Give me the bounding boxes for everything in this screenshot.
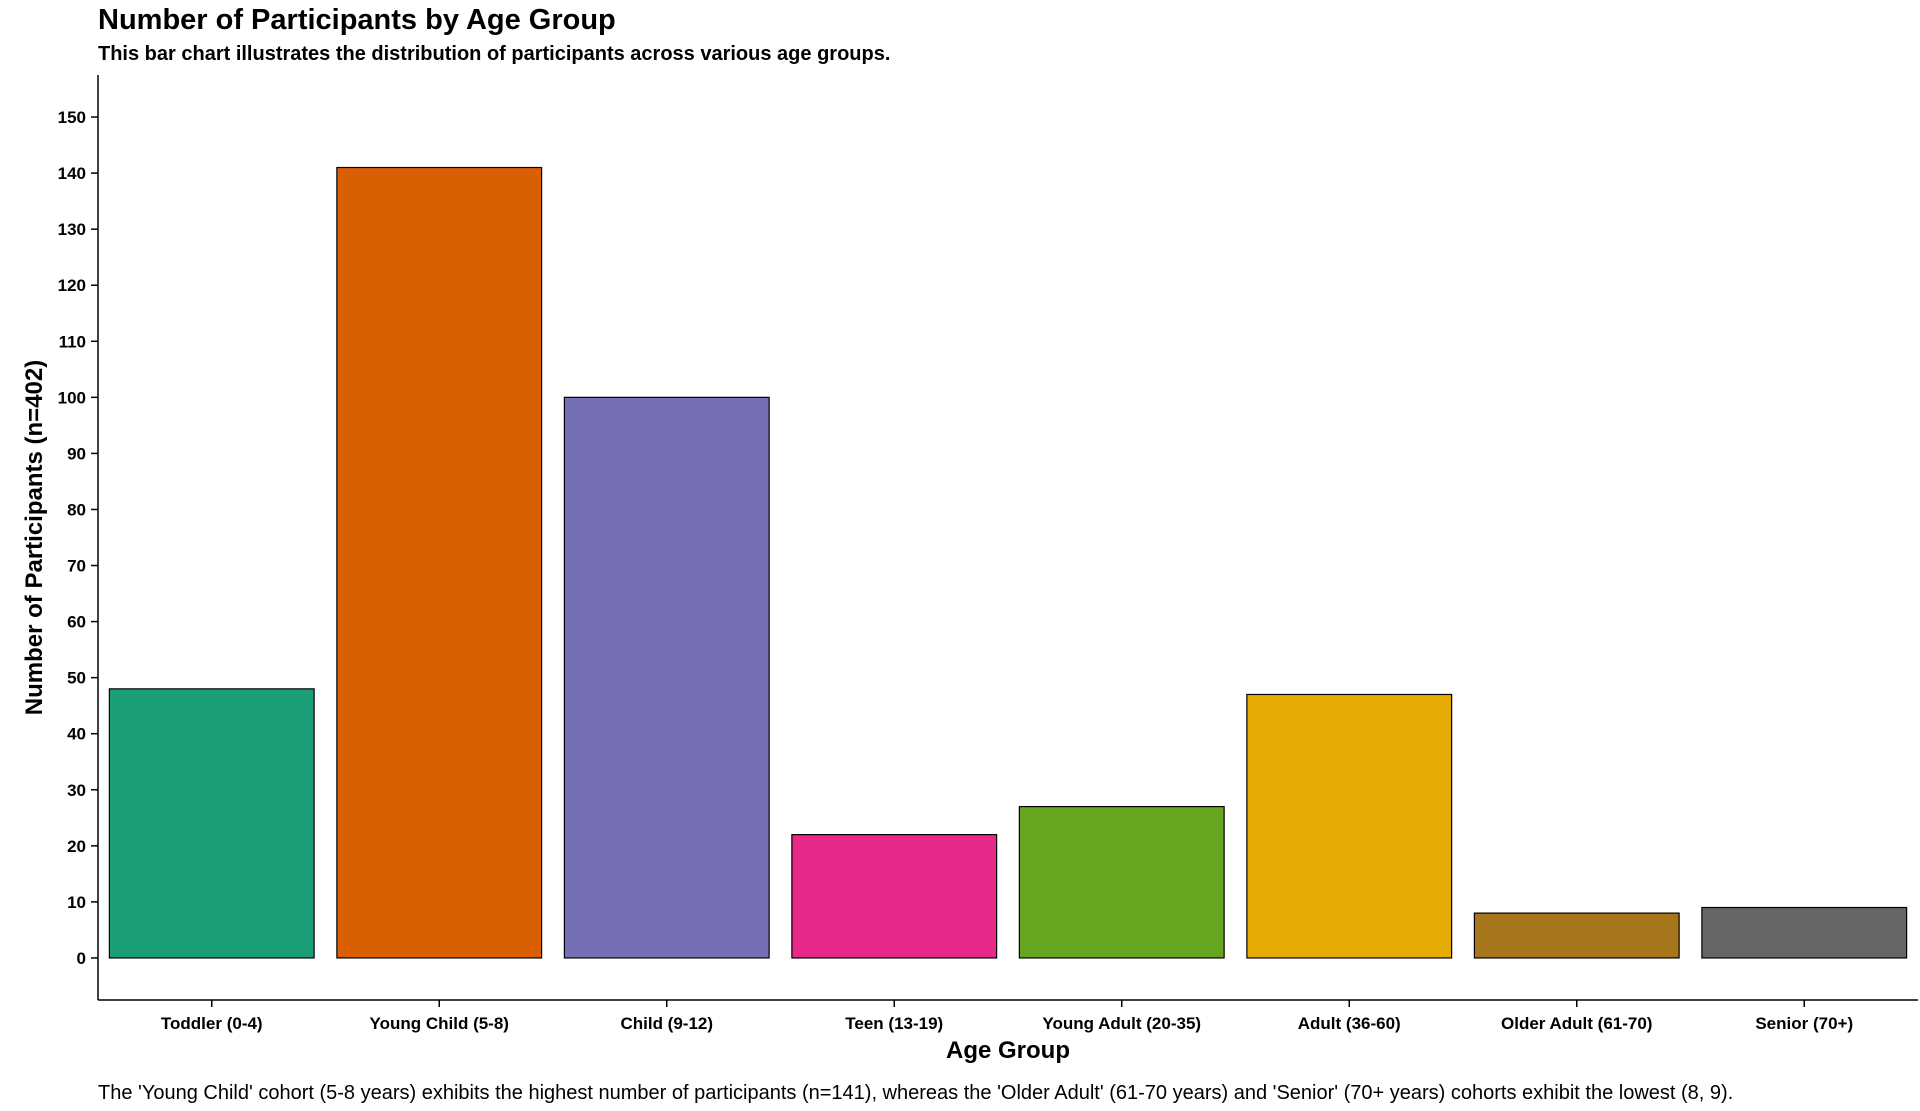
bar	[1701, 906, 1908, 959]
bar	[1018, 805, 1225, 959]
x-tick-label: Young Adult (20-35)	[1042, 1014, 1201, 1033]
bar	[791, 834, 998, 959]
y-tick-label: 140	[58, 164, 86, 183]
y-tick-label: 90	[67, 444, 86, 463]
chart-subtitle: This bar chart illustrates the distribut…	[98, 43, 891, 65]
bar	[1473, 912, 1680, 959]
y-tick-label: 100	[58, 388, 86, 407]
y-tick-label: 80	[67, 500, 86, 519]
y-tick-label: 30	[67, 781, 86, 800]
x-tick-label: Toddler (0-4)	[161, 1014, 263, 1033]
x-tick-label: Child (9-12)	[620, 1014, 713, 1033]
bars	[108, 166, 1908, 959]
x-axis-ticks: Toddler (0-4) Young Child (5-8) Child (9-1…	[161, 1000, 1853, 1033]
bar	[336, 166, 543, 959]
y-tick-label: 10	[67, 893, 86, 912]
x-axis-title: Age Group	[946, 1037, 1070, 1064]
bar	[108, 688, 315, 959]
y-tick-label: 0	[77, 949, 86, 968]
y-tick-label: 20	[67, 837, 86, 856]
y-axis-title: Number of Participants (n=402)	[21, 360, 48, 715]
x-tick-label: Adult (36-60)	[1298, 1014, 1401, 1033]
x-tick-label: Senior (70+)	[1755, 1014, 1853, 1033]
bar	[563, 396, 770, 959]
y-tick-label: 120	[58, 276, 86, 295]
y-tick-label: 150	[58, 108, 86, 127]
y-tick-label: 50	[67, 669, 86, 688]
y-tick-label: 130	[58, 220, 86, 239]
chart-title: Number of Participants by Age Group	[98, 4, 616, 36]
y-axis-ticks: 0 10 20 30 40 50 60 70 80 90 100 110 120 130 140 150	[58, 108, 98, 968]
bar-chart: 0 10 20 30 40 50 60 70 80 90 100 110 120 130 140 150 To…	[21, 75, 1918, 1064]
y-tick-label: 70	[67, 557, 86, 576]
y-tick-label: 40	[67, 725, 86, 744]
y-tick-label: 110	[59, 332, 86, 351]
x-tick-label: Young Child (5-8)	[370, 1014, 509, 1033]
chart-caption: The 'Young Child' cohort (5-8 years) exh…	[98, 1082, 1734, 1104]
y-tick-label: 60	[67, 613, 86, 632]
x-tick-label: Older Adult (61-70)	[1501, 1014, 1652, 1033]
x-tick-label: Teen (13-19)	[845, 1014, 943, 1033]
bar	[1246, 693, 1453, 959]
